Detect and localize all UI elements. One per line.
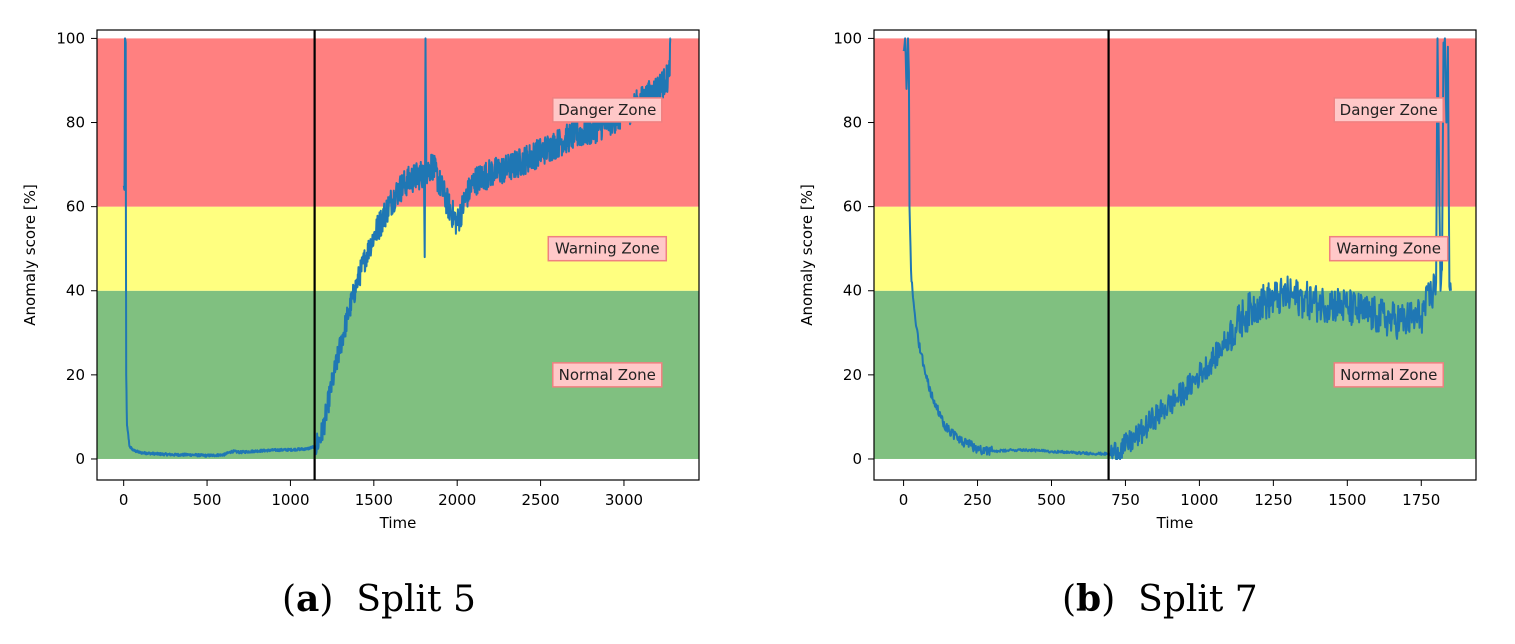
y-tick-label: 20 [843,366,862,384]
zone-label-box [552,362,663,388]
y-axis-label: Anomaly score [%] [21,184,39,326]
x-tick-label: 2500 [521,491,559,509]
x-axis-label: Time [1156,514,1194,532]
zone-label-box [1328,235,1449,262]
zone-label-warning-zone: Warning Zone [555,240,660,258]
plot-frame [96,29,700,481]
zone-label-box [547,235,668,262]
chart-panel-b: 0 250 500 750 1000 1250 1500 1750 0 20 40 60 80 100 Ti… [778,0,1515,644]
caption-b: (b) Split 7 [1062,578,1258,620]
y-tick-label: 0 [852,450,862,468]
chart-a: 0 500 1000 1500 2000 2500 3000 0 20 40 60 80 100 Time… [21,29,700,532]
y-tick-label: 100 [833,29,862,47]
x-tick-label: 250 [963,491,992,509]
y-tick-label: 60 [66,198,85,216]
x-axis-label: Time [379,514,417,532]
caption-a: (a) Split 5 [282,578,476,620]
caption-a-text: Split 5 [356,579,476,620]
y-tick-label: 20 [66,366,85,384]
x-tick-label: 1000 [1180,491,1218,509]
y-axis-label: Anomaly score [%] [798,184,816,326]
y-tick-label: 60 [843,198,862,216]
zone-label-danger-zone: Danger Zone [558,101,656,119]
x-tick-label: 750 [1111,491,1140,509]
y-tick-label: 100 [56,29,85,47]
y-tick-label: 40 [843,282,862,300]
zone-label-warning-zone: Warning Zone [1336,240,1441,258]
zone-label-box [1333,97,1444,123]
x-tick-label: 2000 [438,491,476,509]
chart-panel-a: 0 500 1000 1500 2000 2500 3000 0 20 40 60 80 100 Time… [0,0,757,644]
y-tick-label: 80 [843,114,862,132]
caption-b-text: Split 7 [1138,579,1258,620]
x-tick-label: 0 [119,491,129,509]
y-tick-label: 40 [66,282,85,300]
x-tick-label: 1250 [1254,491,1292,509]
x-tick-label: 500 [193,491,222,509]
zone-label-danger-zone: Danger Zone [1340,101,1438,119]
y-tick-label: 80 [66,114,85,132]
caption-a-letter: a [296,578,320,620]
y-tick-label: 0 [75,450,85,468]
x-tick-label: 1750 [1402,491,1440,509]
series-line [902,37,1452,460]
series-line [122,37,672,458]
x-tick-label: 3000 [605,491,643,509]
x-tick-label: 500 [1037,491,1066,509]
zone-label-normal-zone: Normal Zone [559,366,656,384]
x-tick-label: 1500 [1328,491,1366,509]
zone-label-box [552,97,663,123]
zone-label-normal-zone: Normal Zone [1340,366,1437,384]
caption-b-letter: b [1076,578,1102,620]
chart-b: 0 250 500 750 1000 1250 1500 1750 0 20 40 60 80 100 Ti… [798,29,1477,532]
x-tick-label: 1000 [271,491,309,509]
x-tick-label: 0 [899,491,909,509]
zone-label-box [1333,362,1444,388]
x-tick-label: 1500 [355,491,393,509]
plot-frame [873,29,1477,481]
